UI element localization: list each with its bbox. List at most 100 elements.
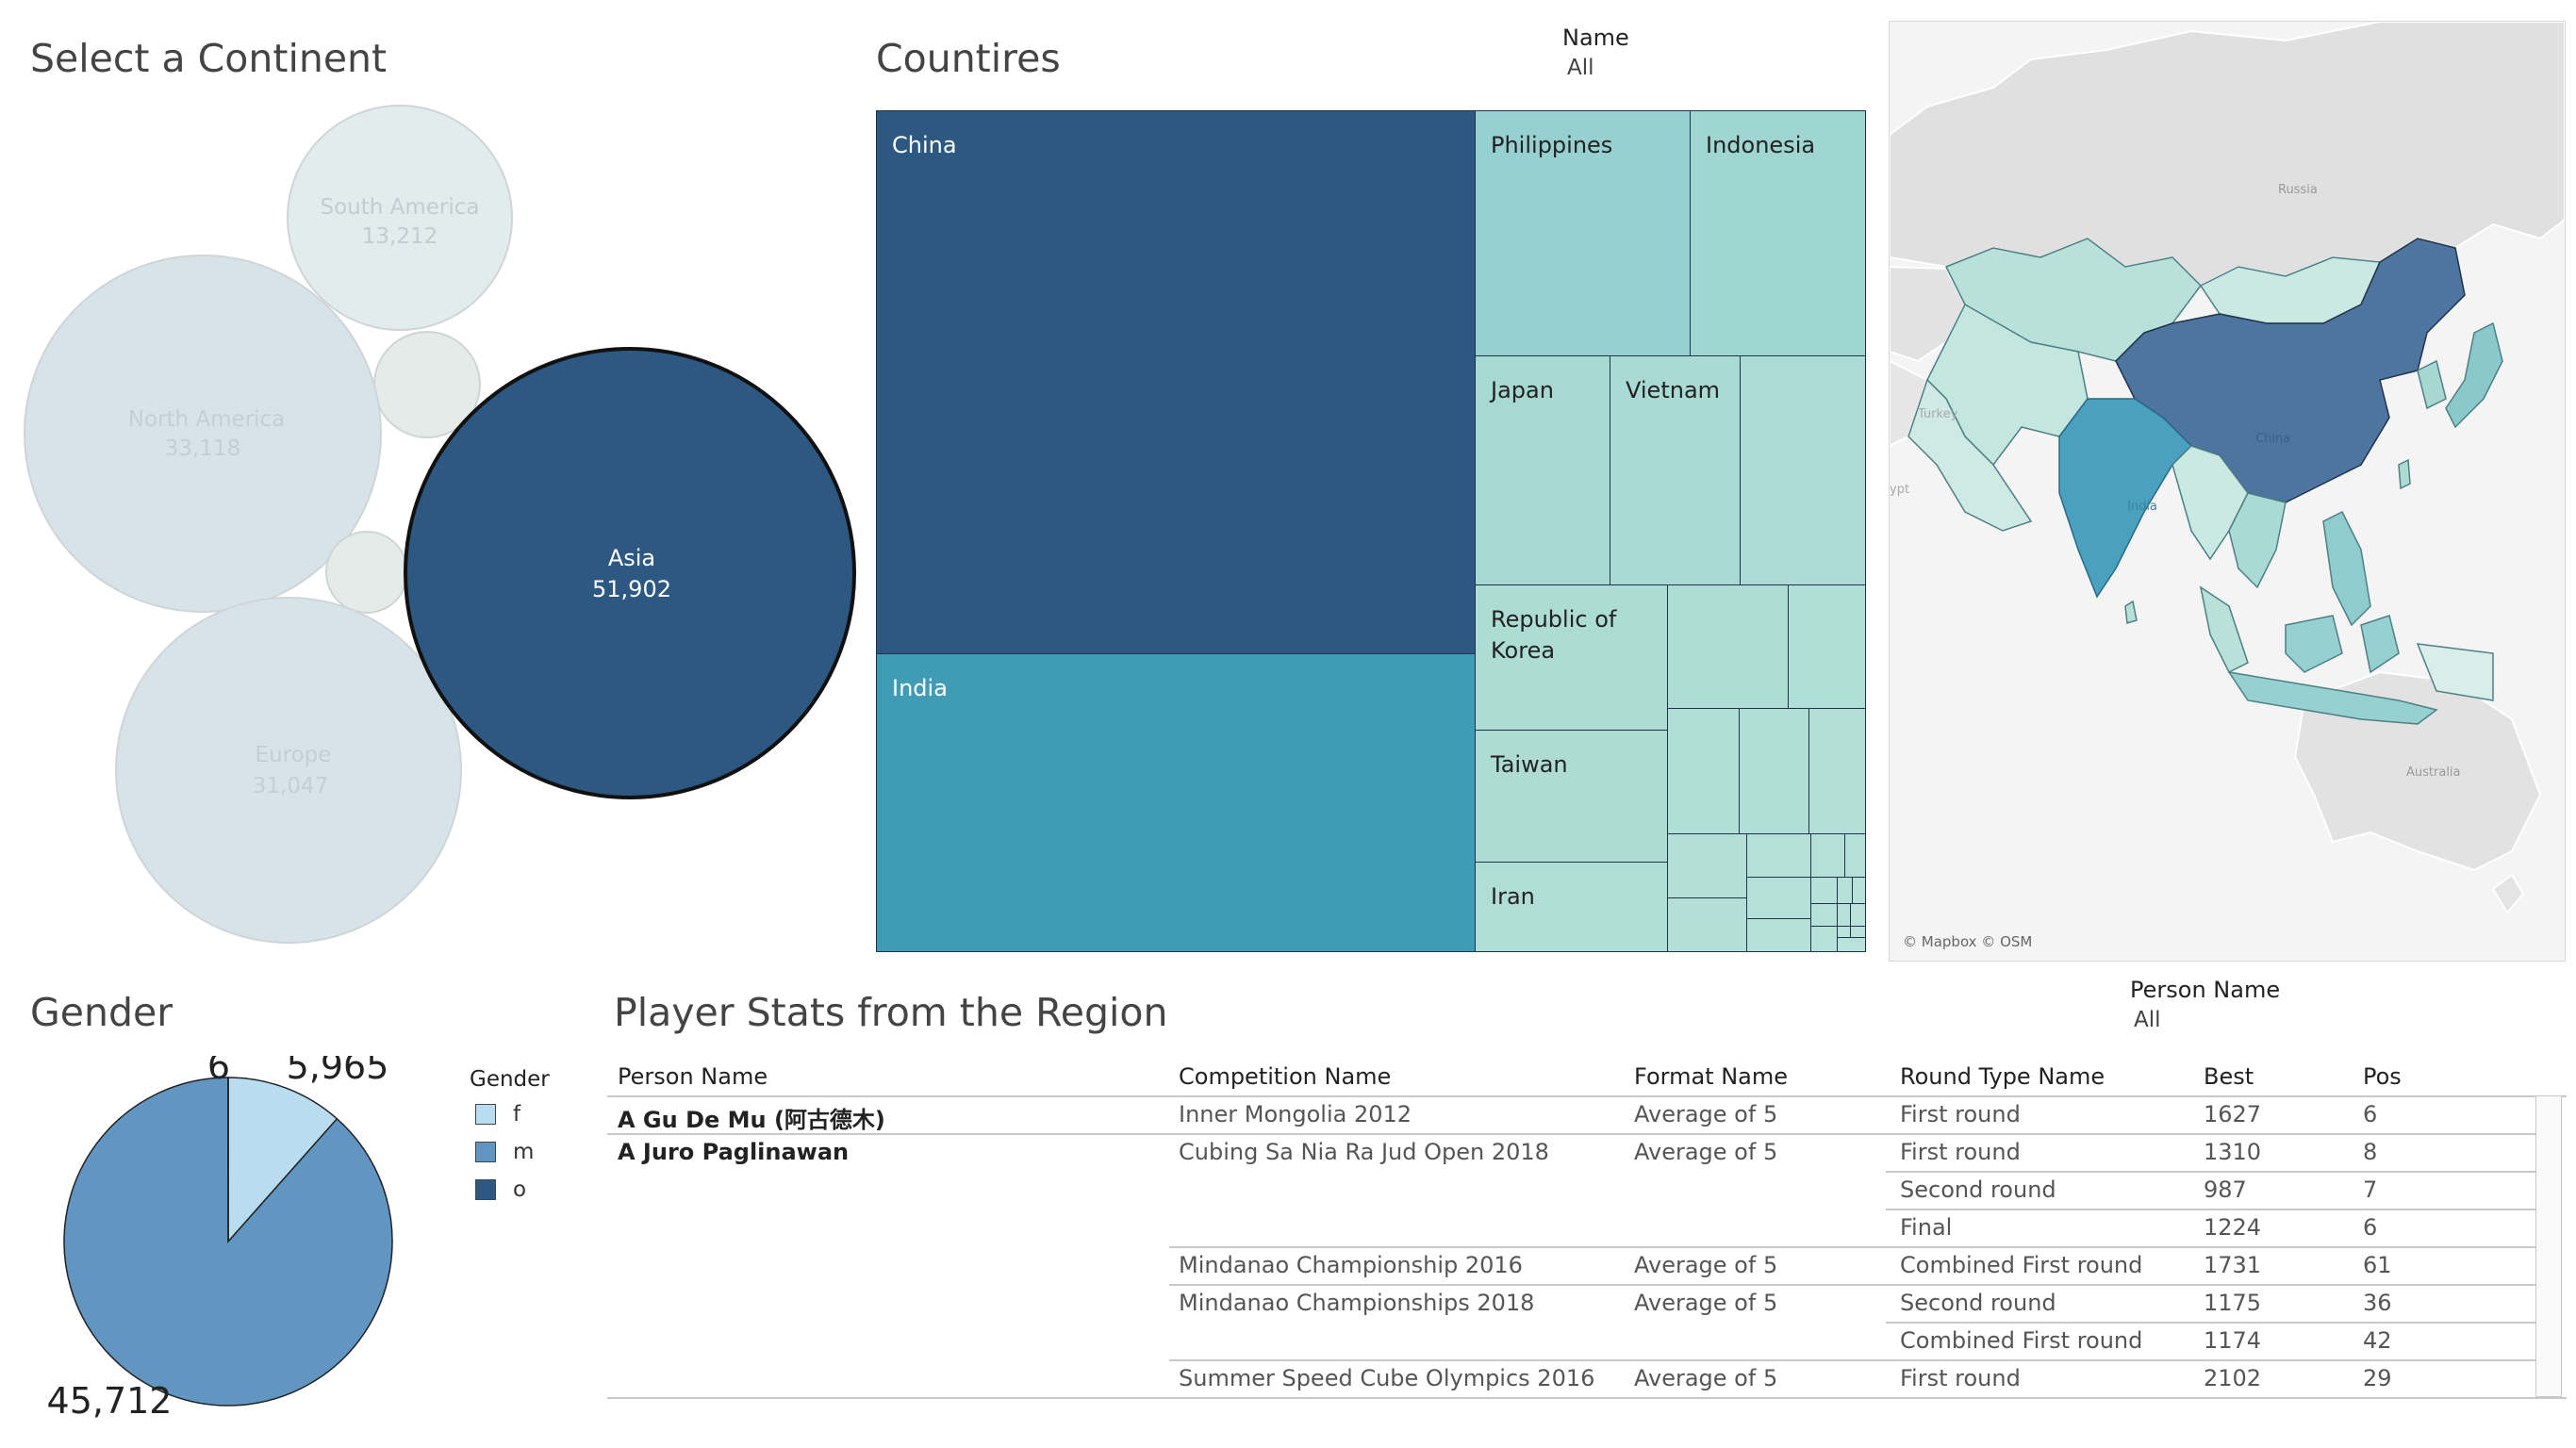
treemap-cell[interactable]	[1667, 897, 1748, 952]
treemap-label: Philippines	[1491, 132, 1613, 158]
region-map[interactable]: Russia China India Australia Turkey ypt …	[1889, 21, 2566, 962]
treemap-cell-japan[interactable]: Japan	[1475, 355, 1611, 586]
treemap-cell[interactable]	[1850, 903, 1866, 928]
bubble-label: South America	[320, 195, 479, 220]
gender-legend-title: Gender	[470, 1067, 550, 1092]
cell-pos: 6	[2363, 1101, 2378, 1127]
gender-legend-item-m[interactable]: m	[475, 1139, 534, 1165]
treemap-cell-taiwan[interactable]: Taiwan	[1475, 730, 1669, 864]
treemap-cell[interactable]	[1667, 708, 1741, 835]
cell-round: Second round	[1900, 1290, 2056, 1316]
cell-format: Average of 5	[1634, 1252, 1778, 1278]
pie-slice-f[interactable]	[227, 1077, 339, 1243]
treemap-cell[interactable]	[1746, 877, 1812, 920]
treemap-cell[interactable]	[1810, 926, 1839, 952]
treemap-cell[interactable]	[1788, 584, 1866, 710]
legend-swatch	[475, 1104, 496, 1125]
bubble-value: 33,118	[165, 436, 240, 461]
treemap-cell[interactable]	[1808, 708, 1866, 835]
cell-round: Final	[1900, 1214, 1953, 1241]
bubble-europe[interactable]: Europe 31,047	[115, 597, 462, 944]
pie-label-m: 45,712	[47, 1380, 173, 1422]
cell-format: Average of 5	[1634, 1101, 1778, 1127]
column-header-pos[interactable]: Pos	[2363, 1063, 2402, 1090]
map-attribution[interactable]: © Mapbox © OSM	[1903, 933, 2032, 950]
bubble-north-america[interactable]: North America 33,118	[24, 255, 382, 613]
treemap-cell-china[interactable]: China	[876, 110, 1477, 655]
cell-pos: 6	[2363, 1214, 2378, 1241]
legend-label: o	[513, 1177, 527, 1202]
map-label-russia: Russia	[2278, 183, 2318, 197]
treemap-label: Republic of Korea	[1491, 606, 1617, 664]
treemap-cell[interactable]	[1667, 833, 1748, 899]
name-filter-value[interactable]: All	[1567, 56, 1594, 80]
bubble-south-america[interactable]: South America 13,212	[287, 105, 513, 331]
cell-round: Combined First round	[1900, 1252, 2143, 1278]
treemap-cell[interactable]	[1810, 877, 1839, 905]
row-divider	[1169, 1359, 2535, 1361]
row-divider	[1886, 1322, 2535, 1324]
treemap-label: India	[892, 675, 948, 701]
column-header-best[interactable]: Best	[2204, 1063, 2254, 1090]
column-header-competition-name[interactable]: Competition Name	[1179, 1063, 1392, 1090]
column-header-person-name[interactable]: Person Name	[618, 1063, 768, 1090]
pie-label-f: 5,965	[287, 1056, 389, 1087]
bubble-asia[interactable]: Asia 51,902	[404, 347, 856, 799]
continent-bubble-chart: South America 13,212 North America 33,11…	[24, 105, 856, 944]
cell-best: 1224	[2204, 1214, 2262, 1241]
treemap-cell-indonesia[interactable]: Indonesia	[1690, 110, 1866, 357]
treemap-label: Japan	[1491, 377, 1554, 403]
legend-label: f	[513, 1102, 521, 1127]
cell-competition: Mindanao Championship 2016	[1179, 1252, 1523, 1278]
countries-section-title: Countires	[876, 36, 1061, 81]
treemap-label: Indonesia	[1706, 132, 1816, 158]
treemap-cell-philippines[interactable]: Philippines	[1475, 110, 1692, 357]
table-scrollbar[interactable]	[2535, 1095, 2562, 1397]
treemap-cell-republic-of-korea[interactable]: Republic of Korea	[1475, 584, 1669, 732]
treemap-cell-vietnam[interactable]: Vietnam	[1610, 355, 1742, 586]
cell-best: 1310	[2204, 1139, 2262, 1165]
bubble-label: Asia	[608, 545, 655, 571]
countries-treemap: China India Philippines Indonesia Japan …	[876, 110, 1866, 952]
gender-legend-item-o[interactable]: o	[475, 1176, 526, 1203]
row-divider	[1169, 1246, 2535, 1248]
cell-competition: Cubing Sa Nia Ra Jud Open 2018	[1179, 1139, 1549, 1165]
treemap-label: Iran	[1491, 883, 1535, 910]
header-divider	[607, 1095, 2567, 1097]
cell-format: Average of 5	[1634, 1290, 1778, 1316]
cell-pos: 7	[2363, 1176, 2378, 1203]
column-header-round-type-name[interactable]: Round Type Name	[1900, 1063, 2105, 1090]
cell-pos: 8	[2363, 1139, 2378, 1165]
person-name-filter-label: Person Name	[2130, 977, 2281, 1003]
map-label-india: India	[2127, 500, 2157, 514]
gender-pie-chart: 5,965 45,712 6	[47, 1056, 393, 1422]
treemap-cell[interactable]	[1852, 877, 1866, 905]
cell-round: First round	[1900, 1139, 2021, 1165]
table-bottom-line	[607, 1397, 2567, 1399]
treemap-cell[interactable]	[1746, 833, 1812, 879]
row-divider	[1169, 1284, 2535, 1286]
treemap-cell[interactable]	[1667, 584, 1790, 710]
cell-competition: Mindanao Championships 2018	[1179, 1290, 1535, 1316]
row-divider	[607, 1133, 2535, 1135]
name-filter-label: Name	[1562, 25, 1629, 51]
pie-label-o: 6	[207, 1056, 230, 1087]
treemap-cell[interactable]	[1844, 833, 1866, 879]
bubble-small-2[interactable]	[325, 531, 408, 614]
cell-round: First round	[1900, 1101, 2021, 1127]
cell-person: A Juro Paglinawan	[618, 1139, 850, 1165]
gender-legend-item-f[interactable]: f	[475, 1101, 520, 1127]
treemap-cell[interactable]	[1810, 903, 1839, 928]
treemap-cell[interactable]	[1739, 708, 1810, 835]
treemap-cell-iran[interactable]: Iran	[1475, 862, 1669, 952]
cell-person: A Gu De Mu (阿古德木)	[618, 1107, 885, 1133]
treemap-cell-india[interactable]: India	[876, 653, 1477, 952]
person-name-filter-value[interactable]: All	[2134, 1008, 2161, 1032]
treemap-cell[interactable]	[1740, 355, 1866, 586]
treemap-cell[interactable]	[1746, 918, 1812, 952]
treemap-cell[interactable]	[1837, 937, 1866, 952]
treemap-cell[interactable]	[1810, 833, 1846, 879]
legend-swatch	[475, 1179, 496, 1200]
column-header-format-name[interactable]: Format Name	[1634, 1063, 1789, 1090]
bubble-label: North America	[128, 407, 286, 432]
